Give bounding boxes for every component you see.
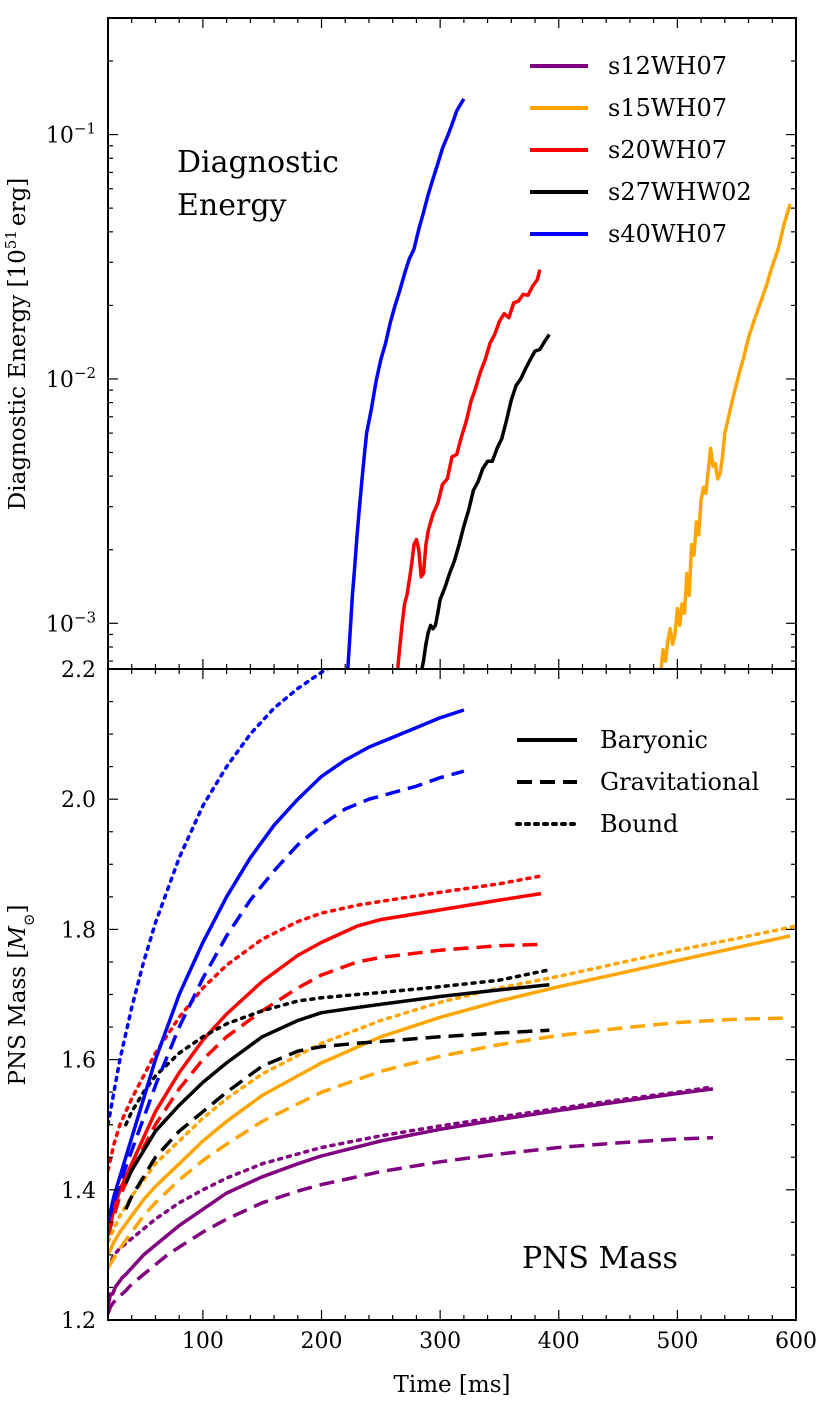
bottom-y-tick-label: 1.2 bbox=[61, 1309, 96, 1334]
mass-line-s40wh07-gravitational bbox=[109, 769, 465, 1223]
top-y-tick-label: 10−1 bbox=[46, 120, 96, 149]
mass-line-s40wh07-baryonic bbox=[109, 708, 465, 1223]
bottom-y-tick-label: 1.6 bbox=[61, 1049, 96, 1074]
energy-line-s15wh07 bbox=[659, 203, 792, 668]
legend-label-s15wh07: s15WH07 bbox=[608, 94, 727, 122]
mass-line-s12wh07-bound bbox=[109, 1085, 715, 1270]
bottom-y-tick-label: 2.0 bbox=[61, 788, 96, 813]
bottom-y-tick-label: 2.2 bbox=[61, 658, 96, 683]
energy-line-s40wh07 bbox=[346, 97, 466, 668]
top-y-tick-label: 10−2 bbox=[46, 364, 96, 393]
energy-line-s27whw02 bbox=[420, 333, 551, 668]
x-tick-label: 500 bbox=[656, 1329, 698, 1354]
bottom-y-axis-label-italic: M bbox=[5, 925, 31, 951]
bottom-panel: 100 200 300 400 500 600 1.2 1.4 1.6 1.8 2.0 2.2 PNS… bbox=[5, 658, 817, 1398]
bottom-y-tick-label: 1.4 bbox=[61, 1179, 96, 1204]
bottom-annotation: PNS Mass bbox=[522, 1241, 678, 1276]
legend-label-s27whw02: s27WHW02 bbox=[608, 178, 752, 206]
top-y-tick-label: 10−3 bbox=[46, 608, 96, 637]
bottom-y-axis-label-close: ] bbox=[5, 905, 31, 914]
mass-line-s20wh07-bound bbox=[109, 874, 543, 1172]
top-legend: s12WH07 s15WH07 s20WH07 s27WHW02 s40WH07 bbox=[530, 52, 752, 248]
bottom-y-axis-label-main: PNS Mass [ bbox=[5, 950, 31, 1086]
top-annotation-line1: Diagnostic bbox=[177, 145, 339, 180]
energy-line-s20wh07 bbox=[396, 269, 542, 668]
legend-label-s12wh07: s12WH07 bbox=[608, 52, 727, 80]
legend-label-s20wh07: s20WH07 bbox=[608, 136, 727, 164]
mass-line-s15wh07-gravitational bbox=[109, 1016, 791, 1269]
top-plot-lines bbox=[346, 97, 792, 668]
x-tick-label: 300 bbox=[419, 1329, 461, 1354]
legend-label-bound: Bound bbox=[600, 810, 678, 838]
bottom-y-axis-label-sub: ⊙ bbox=[20, 914, 38, 927]
legend-label-baryonic: Baryonic bbox=[600, 726, 708, 754]
top-ticks: 10−1 10−2 10−3 bbox=[46, 18, 797, 669]
top-panel: 10−110−210−3 Diagnostic Energy s12WH07s1… bbox=[2, 17, 797, 670]
bottom-ticks: 100 200 300 400 500 600 1.2 1.4 1.6 1.8 2.0 2.2 bbox=[61, 658, 817, 1354]
x-axis-label: Time [ms] bbox=[394, 1372, 511, 1398]
bottom-legend: Baryonic Gravitational Bound bbox=[515, 726, 759, 838]
top-y-axis-label: Diagnostic Energy [1051 erg] bbox=[2, 178, 31, 510]
legend-label-gravitational: Gravitational bbox=[600, 768, 759, 796]
bottom-y-tick-label: 1.8 bbox=[61, 918, 96, 943]
mass-line-s12wh07-baryonic bbox=[109, 1087, 714, 1308]
mass-line-s15wh07-baryonic bbox=[109, 934, 791, 1256]
top-y-axis-label-exponent: 51 bbox=[2, 230, 20, 249]
mass-line-s12wh07-gravitational bbox=[109, 1135, 714, 1315]
x-tick-label: 100 bbox=[182, 1329, 224, 1354]
bottom-y-axis-label: PNS Mass [M⊙] bbox=[5, 905, 38, 1086]
legend-label-s40wh07: s40WH07 bbox=[608, 220, 727, 248]
bottom-plot-lines bbox=[109, 670, 795, 1315]
top-y-axis-label-unit: erg] bbox=[5, 178, 31, 226]
mass-line-s27whw02-baryonic bbox=[124, 982, 550, 1185]
mass-line-s20wh07-baryonic bbox=[109, 891, 542, 1236]
mass-line-s15wh07-bound bbox=[109, 924, 795, 1244]
mass-line-s40wh07-bound bbox=[109, 670, 330, 1127]
x-tick-label: 200 bbox=[301, 1329, 343, 1354]
x-tick-label: 400 bbox=[538, 1329, 580, 1354]
top-y-axis-label-main: Diagnostic Energy [10 bbox=[5, 249, 31, 510]
top-annotation-line2: Energy bbox=[177, 188, 287, 223]
x-tick-label: 600 bbox=[775, 1329, 817, 1354]
